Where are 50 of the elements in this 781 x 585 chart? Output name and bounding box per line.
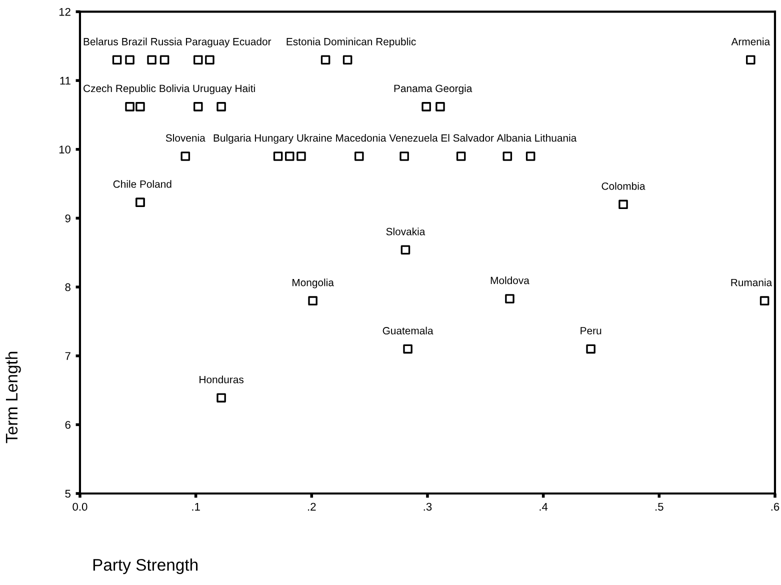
annotation: Mongolia <box>292 278 334 288</box>
annotation: Estonia <box>286 38 321 46</box>
annotation: Czech Republic <box>84 84 156 94</box>
annotation: Lithuania <box>535 134 577 142</box>
x-tick-label: .3 <box>424 502 432 511</box>
annotation: Poland <box>140 180 172 188</box>
annotation: Dominican Republic <box>324 38 416 48</box>
annotation: Bolivia <box>160 84 190 92</box>
annotation: Brazil <box>122 38 147 46</box>
x-tick-label: .4 <box>540 502 548 511</box>
annotation: Colombia <box>602 182 646 190</box>
y-tick-label: 6 <box>65 420 70 429</box>
annotation: Armenia <box>731 38 770 46</box>
annotation: Russia <box>151 38 182 46</box>
y-tick-label: 11 <box>60 76 70 85</box>
x-tick-label: .1 <box>192 502 200 511</box>
annotation: Hungary <box>254 134 294 144</box>
annotation: Bulgaria <box>214 134 252 144</box>
annotation: Slovakia <box>386 228 426 236</box>
annotation: Peru <box>580 327 602 334</box>
x-tick-label: .6 <box>771 502 780 511</box>
annotation: Georgia <box>436 84 472 94</box>
annotation: Ecuador <box>233 38 272 46</box>
annotation: Honduras <box>200 376 244 384</box>
y-tick-label: 9 <box>65 214 70 222</box>
y-tick-label: 8 <box>65 283 70 292</box>
y-tick-label: 10 <box>59 146 71 154</box>
annotation: Slovenia <box>166 134 206 142</box>
y-tick-label: 5 <box>65 490 70 498</box>
annotation: El Salvador <box>442 134 494 142</box>
annotation: Ukraine <box>297 134 332 142</box>
annotation: Chile <box>113 180 136 188</box>
annotation: Paraguay <box>186 38 230 48</box>
annotation: Rumania <box>731 278 772 286</box>
y-axis-title: Term Length <box>5 352 21 444</box>
annotation: Haiti <box>236 84 255 92</box>
annotation: Venezuela <box>389 134 438 142</box>
x-tick-label: .2 <box>308 502 316 511</box>
x-axis-title: Party Strength <box>93 558 198 574</box>
annotation: Panama <box>394 84 432 92</box>
x-tick-label: .5 <box>656 502 664 511</box>
x-tick-label: 0.0 <box>72 502 88 511</box>
annotation: Moldova <box>490 276 530 284</box>
annotation: Uruguay <box>193 84 232 94</box>
annotation: Belarus <box>84 38 118 46</box>
annotation: Macedonia <box>336 134 386 142</box>
y-tick-label: 12 <box>59 8 70 16</box>
annotation: Albania <box>496 134 532 142</box>
annotation: Guatemala <box>382 326 434 334</box>
y-tick-label: 7 <box>65 352 70 360</box>
